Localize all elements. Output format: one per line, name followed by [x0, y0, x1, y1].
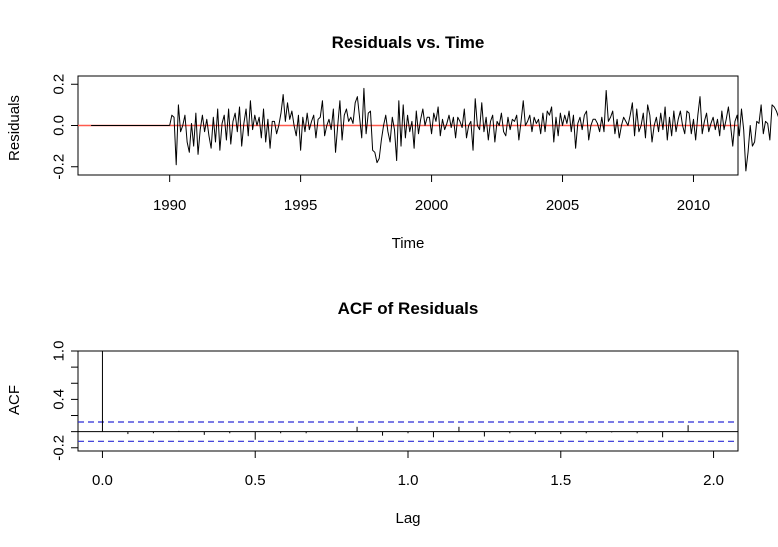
residuals-xlabel: Time [392, 235, 425, 252]
residuals-x-tick-label: 2000 [415, 197, 448, 214]
acf-x-tick-label: 0.0 [92, 472, 113, 489]
acf-panel: ACF of Residuals -0.2 0.4 1.0 0.0 0.5 1.0 1.5… [6, 299, 739, 527]
acf-x-tick-label: 1.5 [550, 472, 571, 489]
residuals-y-tick-label: 0.2 [50, 74, 67, 95]
residuals-y-tick-label: -0.2 [50, 154, 67, 180]
residuals-x-tick-label: 2010 [677, 197, 710, 214]
acf-bars [101, 351, 689, 440]
residuals-title: Residuals vs. Time [332, 33, 485, 52]
residuals-x-axis: 1990 1995 2000 2005 2010 [153, 174, 710, 214]
residuals-x-tick-label: 1995 [284, 197, 317, 214]
acf-title: ACF of Residuals [338, 299, 479, 318]
residuals-panel: Residuals vs. Time -0.2 0.0 0.2 1990 1995 20… [6, 33, 778, 252]
acf-ylabel: ACF [6, 385, 23, 415]
acf-y-tick-label: -0.2 [50, 435, 67, 461]
residuals-y-axis: -0.2 0.0 0.2 [50, 74, 79, 180]
acf-x-tick-label: 0.5 [245, 472, 266, 489]
residuals-ylabel: Residuals [6, 95, 23, 161]
acf-y-axis: -0.2 0.4 1.0 [50, 341, 79, 461]
acf-confidence-bounds [78, 421, 738, 442]
acf-plot-box [77, 350, 739, 452]
residuals-x-tick-label: 1990 [153, 197, 186, 214]
residuals-x-tick-label: 2005 [546, 197, 579, 214]
residuals-y-tick-label: 0.0 [50, 115, 67, 136]
acf-x-tick-label: 2.0 [703, 472, 724, 489]
acf-xlabel: Lag [395, 510, 420, 527]
acf-y-tick-label: 1.0 [50, 341, 67, 362]
acf-x-tick-label: 1.0 [398, 472, 419, 489]
acf-x-axis: 0.0 0.5 1.0 1.5 2.0 [92, 450, 724, 489]
residuals-series-line [169, 87, 778, 172]
acf-y-tick-label: 0.4 [50, 389, 67, 410]
